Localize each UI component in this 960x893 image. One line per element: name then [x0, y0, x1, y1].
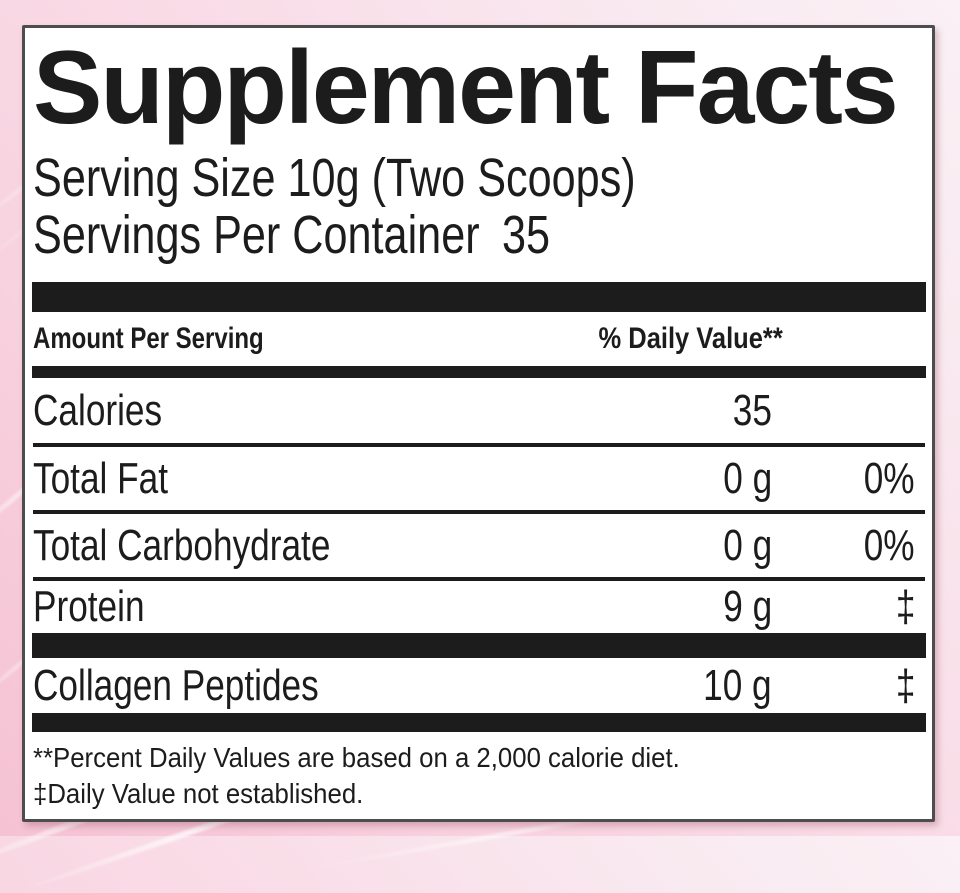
footnote-percent-daily: **Percent Daily Values are based on a 2,… [33, 742, 680, 773]
supplement-facts-panel: Supplement Facts Serving Size 10g (Two S… [22, 25, 935, 822]
nutrient-name: Total Fat [33, 453, 168, 503]
nutrient-amount: 10 g [703, 660, 772, 710]
servings-per-container-line: Servings Per Container 35 [33, 207, 925, 264]
nutrient-amount: 0 g [723, 453, 772, 503]
nutrient-amount: 9 g [723, 582, 772, 631]
footnotes: **Percent Daily Values are based on a 2,… [33, 732, 925, 812]
nutrient-row-total-fat: Total Fat 0 g 0% [33, 447, 925, 514]
serving-size-text: Serving Size 10g (Two Scoops) [33, 148, 636, 208]
divider-bar-medium [32, 713, 926, 732]
nutrient-name: Total Carbohydrate [33, 520, 331, 570]
spacer [33, 264, 925, 282]
divider-bar-medium [32, 633, 926, 658]
nutrient-row-total-carbohydrate: Total Carbohydrate 0 g 0% [33, 514, 925, 581]
nutrient-amount: 35 [732, 385, 772, 435]
nutrient-daily-value: 0% [864, 520, 915, 570]
nutrient-name: Protein [33, 582, 145, 631]
nutrient-daily-value: ‡ [895, 660, 915, 710]
nutrient-row-calories: Calories 35 [33, 378, 925, 447]
panel-title: Supplement Facts [33, 30, 899, 146]
servings-per-container-value: 35 [502, 205, 551, 265]
nutrient-daily-value: ‡ [895, 582, 915, 631]
nutrient-daily-value: 0% [864, 453, 915, 503]
nutrient-row-protein: Protein 9 g ‡ [33, 581, 925, 633]
amount-per-serving-header: Amount Per Serving [33, 322, 264, 355]
daily-value-header: % Daily Value** [598, 322, 783, 355]
divider-bar-thick [32, 282, 926, 312]
nutrient-amount: 0 g [723, 520, 772, 570]
serving-size-line: Serving Size 10g (Two Scoops) [33, 150, 925, 207]
nutrient-name: Calories [33, 385, 163, 435]
column-header-row: Amount Per Serving % Daily Value** [33, 312, 925, 366]
footnote-daily-value: ‡Daily Value not established. [33, 778, 364, 809]
servings-per-container-label: Servings Per Container [33, 205, 480, 265]
nutrient-name: Collagen Peptides [33, 660, 319, 710]
divider-bar-medium [32, 366, 926, 378]
nutrient-row-collagen-peptides: Collagen Peptides 10 g ‡ [33, 658, 925, 713]
